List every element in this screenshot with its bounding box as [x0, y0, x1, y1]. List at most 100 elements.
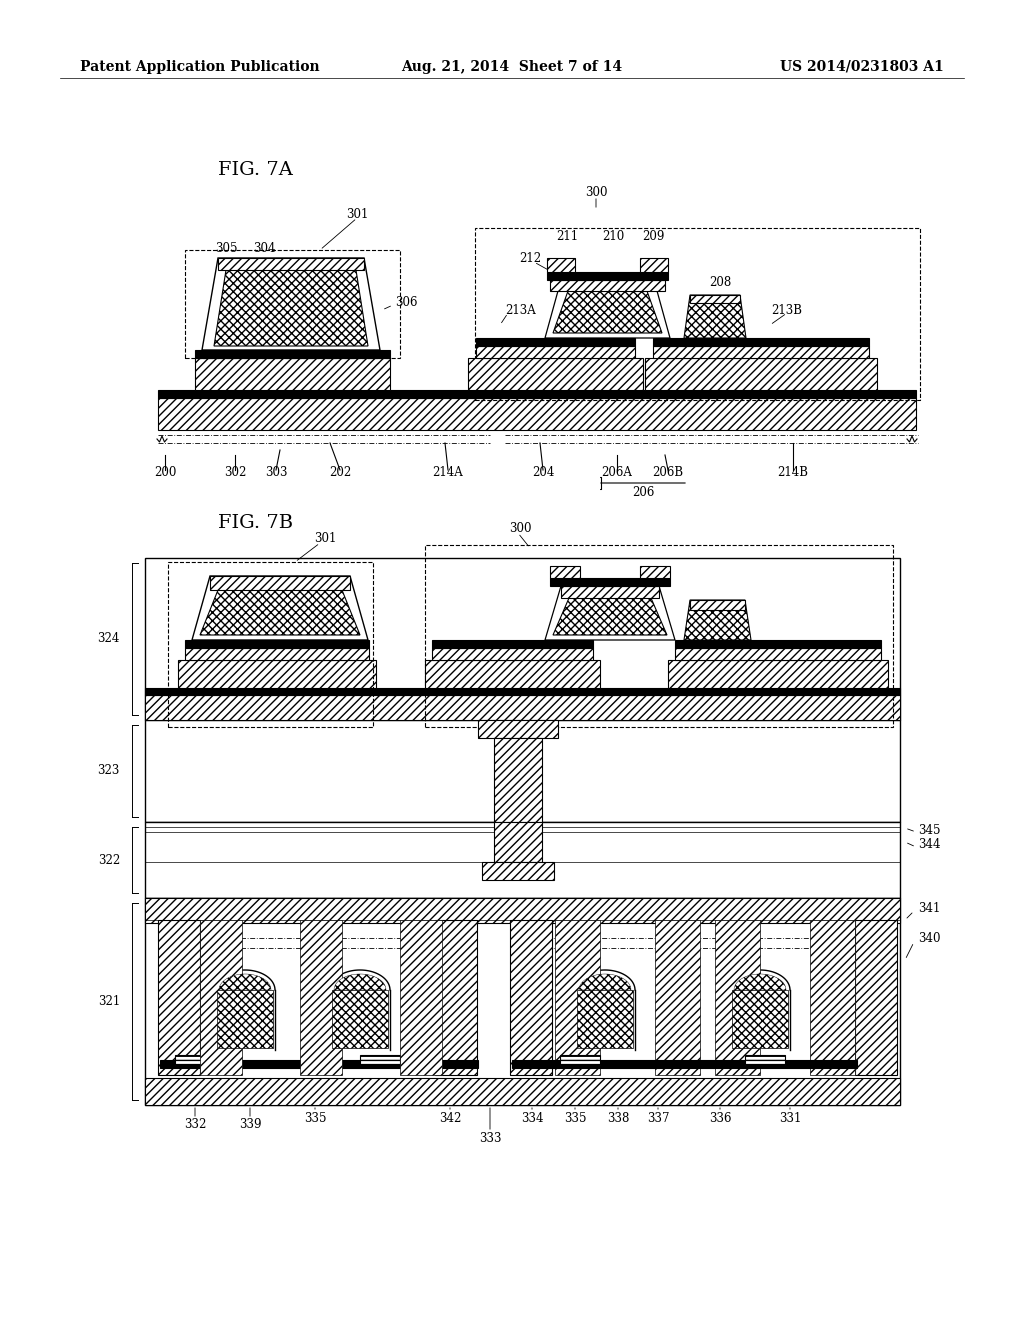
Text: 210: 210: [602, 230, 624, 243]
Bar: [145, 719, 900, 822]
Polygon shape: [553, 598, 667, 635]
Bar: [561, 586, 659, 598]
Bar: [745, 1055, 785, 1065]
Bar: [145, 558, 900, 719]
Text: 213A: 213A: [505, 304, 536, 317]
Text: 206A: 206A: [601, 466, 633, 479]
Bar: [175, 1055, 215, 1065]
Bar: [510, 920, 552, 1074]
Text: 332: 332: [184, 1118, 206, 1131]
Bar: [645, 358, 877, 389]
Polygon shape: [684, 601, 751, 640]
Bar: [640, 566, 670, 578]
Bar: [195, 358, 390, 389]
Text: 333: 333: [479, 1131, 502, 1144]
Bar: [482, 862, 554, 880]
Text: 305: 305: [215, 242, 238, 255]
Text: 342: 342: [439, 1111, 461, 1125]
Bar: [360, 1055, 400, 1065]
Text: 331: 331: [779, 1111, 801, 1125]
Polygon shape: [193, 576, 368, 640]
Bar: [494, 738, 542, 822]
Polygon shape: [545, 280, 670, 338]
Text: 301: 301: [313, 532, 336, 544]
Bar: [332, 990, 388, 1048]
Text: 306: 306: [395, 296, 418, 309]
Text: 206: 206: [632, 486, 654, 499]
Bar: [690, 601, 745, 610]
Text: 344: 344: [918, 838, 940, 851]
Bar: [145, 688, 900, 696]
Bar: [195, 350, 390, 358]
Text: 338: 338: [607, 1111, 629, 1125]
Bar: [145, 696, 900, 719]
Bar: [550, 578, 670, 586]
Bar: [210, 576, 350, 590]
Text: 206B: 206B: [652, 466, 684, 479]
Text: 214B: 214B: [777, 466, 809, 479]
Bar: [160, 1060, 478, 1068]
Text: 208: 208: [709, 276, 731, 289]
Polygon shape: [200, 590, 360, 635]
Bar: [435, 920, 477, 1074]
Text: 302: 302: [224, 466, 246, 479]
Text: 213B: 213B: [771, 304, 803, 317]
Text: 337: 337: [647, 1111, 670, 1125]
Polygon shape: [684, 294, 746, 338]
Text: 303: 303: [265, 466, 288, 479]
Bar: [475, 228, 920, 400]
Text: 304: 304: [253, 242, 275, 255]
Bar: [145, 822, 900, 898]
Text: 200: 200: [154, 466, 176, 479]
Text: 335: 335: [304, 1111, 327, 1125]
Polygon shape: [545, 586, 675, 640]
Bar: [145, 898, 900, 1105]
Bar: [550, 280, 665, 290]
Bar: [168, 562, 373, 727]
Text: 324: 324: [97, 632, 120, 645]
Bar: [690, 294, 740, 304]
Text: 321: 321: [97, 995, 120, 1008]
Bar: [653, 338, 869, 346]
Text: 322: 322: [97, 854, 120, 866]
Bar: [158, 389, 916, 399]
Bar: [478, 719, 558, 738]
Bar: [732, 990, 788, 1048]
Bar: [715, 920, 760, 1074]
Bar: [432, 648, 593, 660]
Bar: [577, 990, 633, 1048]
Text: 212: 212: [519, 252, 541, 265]
Bar: [655, 920, 700, 1074]
Text: 300: 300: [509, 521, 531, 535]
Bar: [550, 566, 580, 578]
Text: Aug. 21, 2014  Sheet 7 of 14: Aug. 21, 2014 Sheet 7 of 14: [401, 59, 623, 74]
Bar: [158, 399, 916, 430]
Bar: [468, 358, 643, 389]
Bar: [400, 920, 442, 1074]
Bar: [512, 1060, 857, 1068]
Bar: [217, 990, 273, 1048]
Bar: [200, 920, 242, 1074]
Bar: [432, 640, 593, 648]
Text: 214A: 214A: [432, 466, 464, 479]
Bar: [218, 257, 364, 271]
Bar: [185, 640, 369, 648]
Text: 300: 300: [585, 186, 607, 199]
Text: US 2014/0231803 A1: US 2014/0231803 A1: [780, 59, 944, 74]
Bar: [425, 545, 893, 727]
Bar: [653, 346, 869, 358]
Text: Patent Application Publication: Patent Application Publication: [80, 59, 319, 74]
Text: 334: 334: [521, 1111, 544, 1125]
Bar: [675, 640, 881, 648]
Text: FIG. 7A: FIG. 7A: [218, 161, 293, 180]
Text: 339: 339: [239, 1118, 261, 1131]
Bar: [185, 249, 400, 358]
Bar: [640, 257, 668, 272]
Bar: [300, 920, 342, 1074]
Text: 202: 202: [329, 466, 351, 479]
Text: 341: 341: [918, 902, 940, 915]
Bar: [178, 660, 376, 688]
Text: 336: 336: [709, 1111, 731, 1125]
Text: 340: 340: [918, 932, 940, 945]
Bar: [158, 920, 200, 1074]
